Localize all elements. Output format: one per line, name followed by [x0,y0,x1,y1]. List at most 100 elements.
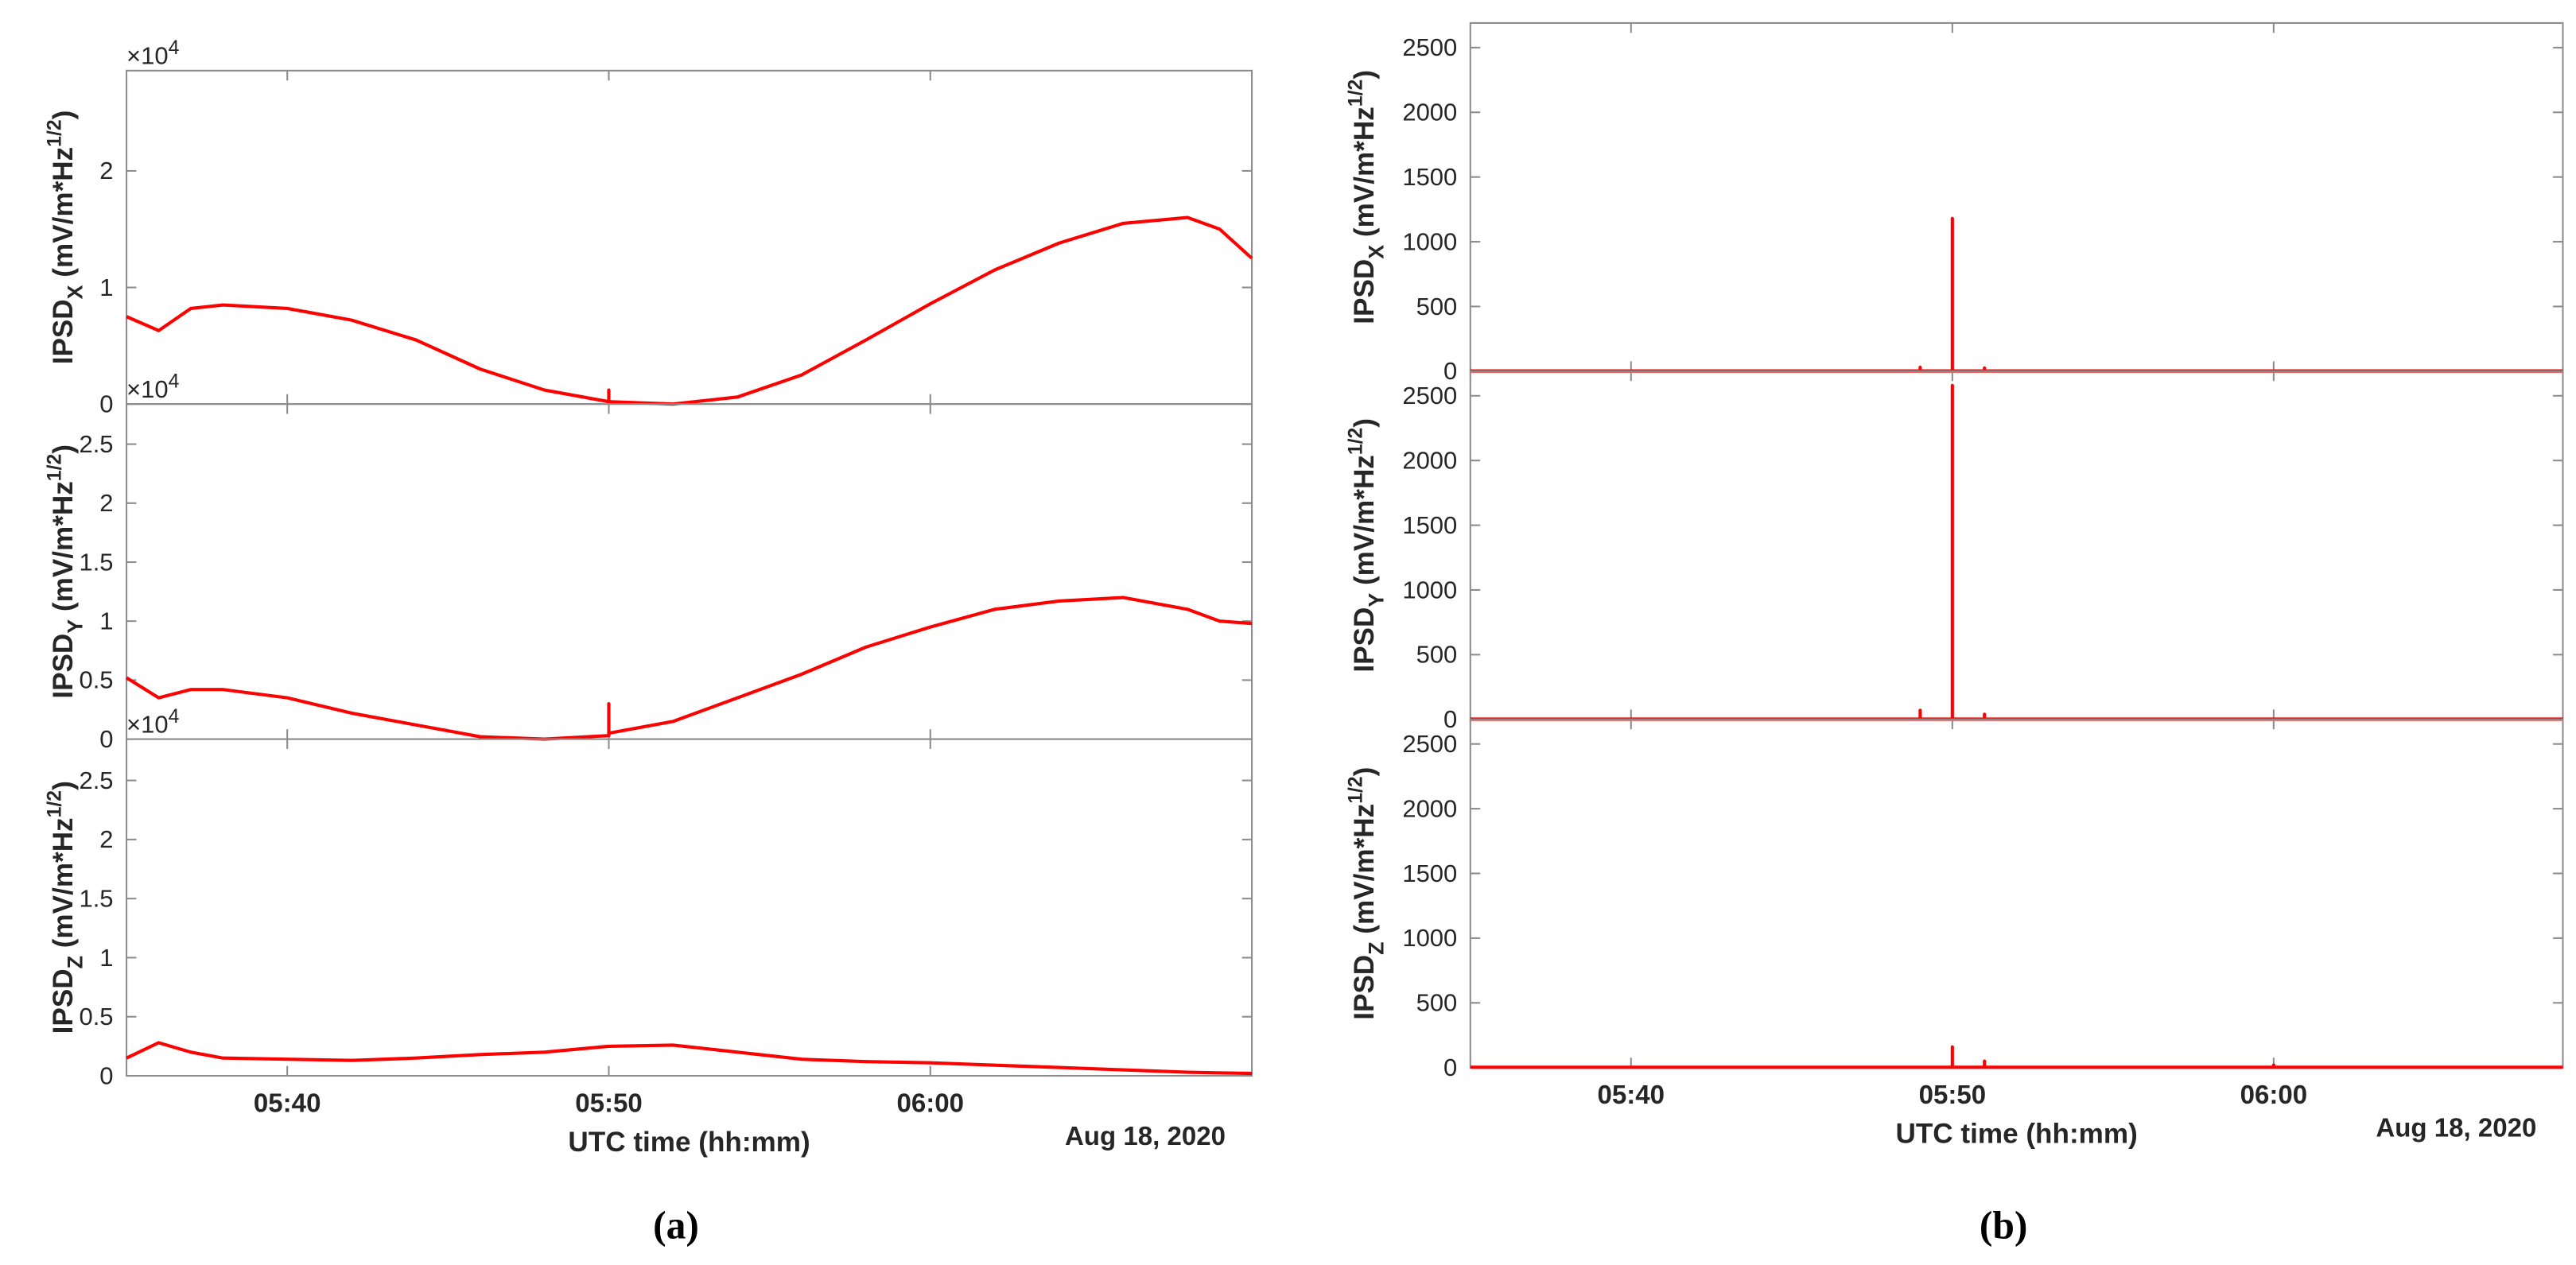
ylabel-sup: 1/2 [1345,776,1366,803]
y-tick-label: 1 [99,944,113,972]
y-tick-label: 1 [99,607,113,635]
x-tick-label: 05:40 [1598,1081,1665,1110]
ylabel-sub: X [63,285,87,299]
panel-label: (b) [1980,1204,2028,1248]
y-tick-label: 0.5 [79,1003,113,1030]
x-axis-label: UTC time (hh:mm) [1896,1119,2138,1150]
y-tick-label: 1500 [1402,163,1457,191]
y-tick-label: 0 [99,1061,113,1089]
ylabel-sup: 1/2 [44,454,65,481]
y-tick-label: 2 [99,157,113,184]
x-axis-label: UTC time (hh:mm) [568,1127,810,1158]
y-axis-label: IPSDZ (mV/m*Hz1/2) [1345,767,1388,1020]
y-tick-label: 0 [99,725,113,753]
ylabel-unit: (mV/m*Hz [1349,455,1380,593]
ylabel-close: ) [48,781,79,790]
y-tick-label: 1.5 [79,884,113,912]
ylabel-sup: 1/2 [44,119,65,146]
ylabel-main: IPSD [48,968,79,1034]
x-tick-label: 05:50 [575,1088,643,1118]
y-tick-label: 1.5 [79,548,113,576]
y-tick-label: 0 [1443,1054,1457,1081]
y-tick-label: 1500 [1402,860,1457,887]
ylabel-close: ) [48,444,79,454]
x-tick-label: 05:40 [254,1088,321,1118]
ylabel-unit: (mV/m*Hz [48,147,79,285]
y-tick-label: 0 [99,390,113,417]
y-tick-label: 2 [99,489,113,517]
y-tick-label: 500 [1416,293,1458,320]
y-axis-label: IPSDZ (mV/m*Hz1/2) [44,781,87,1034]
ylabel-unit: (mV/m*Hz [1349,804,1380,942]
ylabel-close: ) [1349,767,1380,777]
y-tick-label: 2500 [1402,33,1457,61]
ylabel-main: IPSD [48,634,79,699]
x-tick-label: 06:00 [897,1088,965,1118]
y-tick-label: 2500 [1402,382,1457,409]
y-tick-label: 1000 [1402,227,1457,255]
ylabel-sub: Y [1364,593,1388,607]
ylabel-sup: 1/2 [1345,428,1366,455]
multiplier-exponent: 4 [169,371,180,393]
ylabel-close: ) [1349,418,1380,428]
y-axis-label: IPSDY (mV/m*Hz1/2) [44,444,87,699]
y-multiplier: ×104 [126,371,180,403]
y-tick-label: 1000 [1402,924,1457,952]
y-tick-label: 500 [1416,641,1458,669]
axes-frame [1469,21,2564,372]
ylabel-unit: (mV/m*Hz [48,817,79,956]
y-tick-label: 2.5 [79,430,113,458]
x-tick-label: 06:00 [2240,1081,2308,1110]
date-label: Aug 18, 2020 [1065,1122,1226,1151]
y-tick-label: 2000 [1402,99,1457,126]
x-tick-label: 05:50 [1919,1081,1987,1110]
y-multiplier: ×104 [126,706,180,738]
data-line [126,215,1253,406]
ylabel-sub: X [1364,245,1388,259]
data-line [1470,383,2563,721]
y-tick-label: 0 [1443,357,1457,385]
ylabel-main: IPSD [1349,955,1380,1020]
y-multiplier: ×104 [126,37,180,69]
y-tick-label: 0.5 [79,666,113,694]
ylabel-main: IPSD [1349,259,1380,324]
ylabel-close: ) [48,111,79,120]
ylabel-unit: (mV/m*Hz [48,481,79,619]
ylabel-sub: Y [63,619,87,634]
y-axis-label: IPSDX (mV/m*Hz1/2) [44,111,87,365]
axes-frame [1469,718,2564,1069]
y-axis-label: IPSDY (mV/m*Hz1/2) [1345,418,1388,673]
data-line [125,596,1253,741]
y-tick-label: 1 [99,274,113,301]
axes-frame [1469,370,2564,720]
ylabel-sub: Z [63,956,87,968]
ylabel-sup: 1/2 [1345,80,1366,107]
y-tick-label: 0 [1443,705,1457,733]
y-tick-label: 2500 [1402,730,1457,758]
data-line [1470,216,2563,373]
data-line [126,1041,1253,1076]
y-tick-label: 2 [99,825,113,853]
ylabel-main: IPSD [1349,607,1380,673]
y-tick-label: 1500 [1402,511,1457,539]
y-tick-label: 2000 [1402,447,1457,475]
multiplier-base: ×10 [126,42,169,70]
y-tick-label: 2.5 [79,766,113,794]
ylabel-main: IPSD [48,299,79,364]
multiplier-base: ×10 [126,710,169,738]
data-line [1470,1045,2563,1069]
axes-frame [126,738,1253,1077]
ylabel-close: ) [1349,70,1380,80]
date-label: Aug 18, 2020 [2376,1113,2536,1143]
multiplier-exponent: 4 [169,706,180,728]
y-tick-label: 1000 [1402,576,1457,603]
panel-label: (a) [653,1204,699,1248]
y-axis-label: IPSDX (mV/m*Hz1/2) [1345,70,1388,324]
multiplier-base: ×10 [126,375,169,403]
multiplier-exponent: 4 [169,37,180,59]
ylabel-sup: 1/2 [44,790,65,817]
y-tick-label: 500 [1416,989,1458,1017]
ylabel-sub: Z [1364,941,1388,954]
